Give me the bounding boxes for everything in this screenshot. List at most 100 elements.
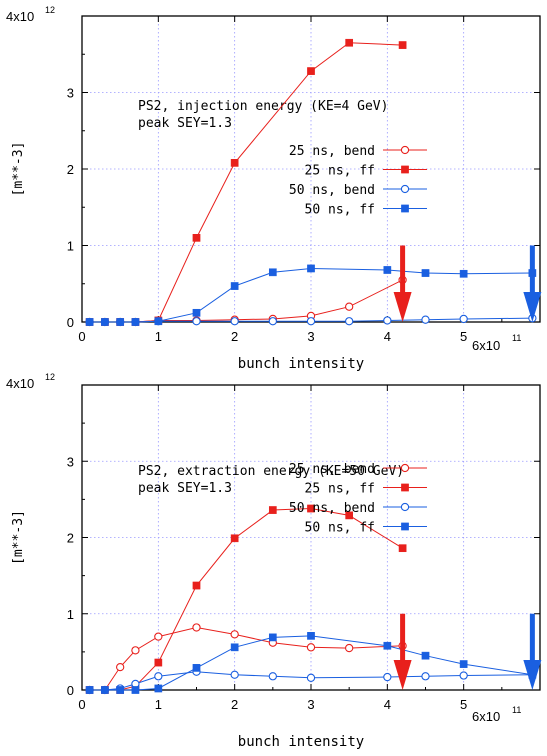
legend-label: 25 ns, ff xyxy=(305,164,375,179)
red-arrow xyxy=(393,245,412,322)
data-point xyxy=(398,544,407,553)
data-point xyxy=(230,317,239,326)
data-point xyxy=(307,67,315,75)
x-multiplier: 6x10 xyxy=(472,338,500,353)
legend-label: 50 ns, ff xyxy=(305,203,375,218)
x-tick-label: 0 xyxy=(78,329,85,344)
y-tick-label: 2 xyxy=(67,162,74,177)
y-tick-label: 0 xyxy=(67,683,74,698)
data-point xyxy=(345,511,354,520)
x-tick-label: 5 xyxy=(460,329,467,344)
data-point xyxy=(421,672,430,681)
data-point xyxy=(268,506,277,514)
legend-marker xyxy=(400,145,410,155)
x-tick-label: 4 xyxy=(384,697,391,712)
data-point xyxy=(85,318,94,326)
data-point xyxy=(192,664,201,672)
legend-entry: 25 ns, ff xyxy=(305,482,427,497)
data-point xyxy=(192,308,201,317)
legend-entry: 25 ns, bend xyxy=(289,144,427,159)
y-multiplier-exponent: 12 xyxy=(45,372,55,382)
x-tick-label: 2 xyxy=(231,329,238,344)
legend-label: 50 ns, ff xyxy=(305,521,375,536)
x-multiplier-exponent: 11 xyxy=(512,333,521,343)
x-tick-label: 1 xyxy=(155,329,162,344)
x-tick-label: 0 xyxy=(78,697,85,712)
data-point xyxy=(459,314,468,324)
legend-marker xyxy=(401,165,409,174)
legend-marker xyxy=(400,502,410,512)
blue-arrow xyxy=(523,245,542,322)
data-point xyxy=(230,159,239,167)
data-point xyxy=(383,641,392,650)
data-point xyxy=(230,534,239,543)
data-point xyxy=(398,41,407,49)
data-point xyxy=(192,317,201,326)
arrow-head xyxy=(393,660,412,690)
annotation-line: peak SEY=1.3 xyxy=(138,116,232,131)
y-axis-label: [m**-3] xyxy=(11,142,26,197)
arrow-head xyxy=(523,660,542,690)
data-point xyxy=(131,686,140,694)
data-point xyxy=(154,672,163,681)
data-point xyxy=(345,317,354,326)
legend-marker xyxy=(400,463,410,473)
legend-entry: 25 ns, ff xyxy=(305,164,427,179)
data-point xyxy=(459,269,468,278)
data-point xyxy=(268,268,277,277)
annotation-line: PS2, extraction energy (KE=50 GeV) xyxy=(138,464,404,479)
data-point xyxy=(154,658,163,667)
series-line xyxy=(89,508,403,691)
data-point xyxy=(307,632,315,640)
data-point xyxy=(306,643,316,652)
x-axis-label: bunch intensity xyxy=(238,734,364,750)
data-point xyxy=(154,684,163,693)
arrow-head xyxy=(523,292,542,322)
data-point xyxy=(192,581,201,590)
data-point xyxy=(154,632,163,641)
data-point xyxy=(154,317,163,326)
data-point xyxy=(192,234,201,242)
data-point xyxy=(131,318,140,326)
y-tick-label: 1 xyxy=(67,607,74,622)
data-point xyxy=(459,671,468,680)
x-tick-label: 5 xyxy=(460,697,467,712)
data-point xyxy=(268,633,277,642)
annotation-line: peak SEY=1.3 xyxy=(138,481,232,496)
data-point xyxy=(268,672,277,681)
data-point xyxy=(230,670,239,679)
data-point xyxy=(101,686,109,694)
data-point xyxy=(383,266,392,274)
y-multiplier-exponent: 12 xyxy=(45,5,55,15)
data-point xyxy=(230,630,239,639)
x-tick-label: 4 xyxy=(384,329,391,344)
data-point xyxy=(116,662,125,672)
red-arrow xyxy=(393,613,412,690)
y-tick-label: 3 xyxy=(67,454,74,469)
y-tick-label: 0 xyxy=(67,315,74,330)
data-point xyxy=(306,673,316,682)
data-point xyxy=(131,646,140,655)
data-point xyxy=(421,315,430,324)
legend-label: 50 ns, bend xyxy=(289,183,375,198)
data-point xyxy=(268,317,277,326)
data-point xyxy=(345,302,354,311)
data-point xyxy=(101,318,109,326)
x-multiplier: 6x10 xyxy=(472,709,500,724)
y-tick-label: 1 xyxy=(67,239,74,254)
data-point xyxy=(230,282,239,290)
data-point xyxy=(116,318,125,326)
annotation-line: PS2, injection energy (KE=4 GeV) xyxy=(138,99,388,114)
data-point xyxy=(85,686,94,694)
legend-label: 25 ns, ff xyxy=(305,482,375,497)
legend-marker xyxy=(401,522,409,531)
legend-label: 25 ns, bend xyxy=(289,462,375,477)
data-point xyxy=(116,686,125,694)
data-point xyxy=(421,651,430,660)
blue-arrow xyxy=(523,613,542,690)
x-multiplier-exponent: 11 xyxy=(512,705,521,715)
data-point xyxy=(459,660,468,668)
